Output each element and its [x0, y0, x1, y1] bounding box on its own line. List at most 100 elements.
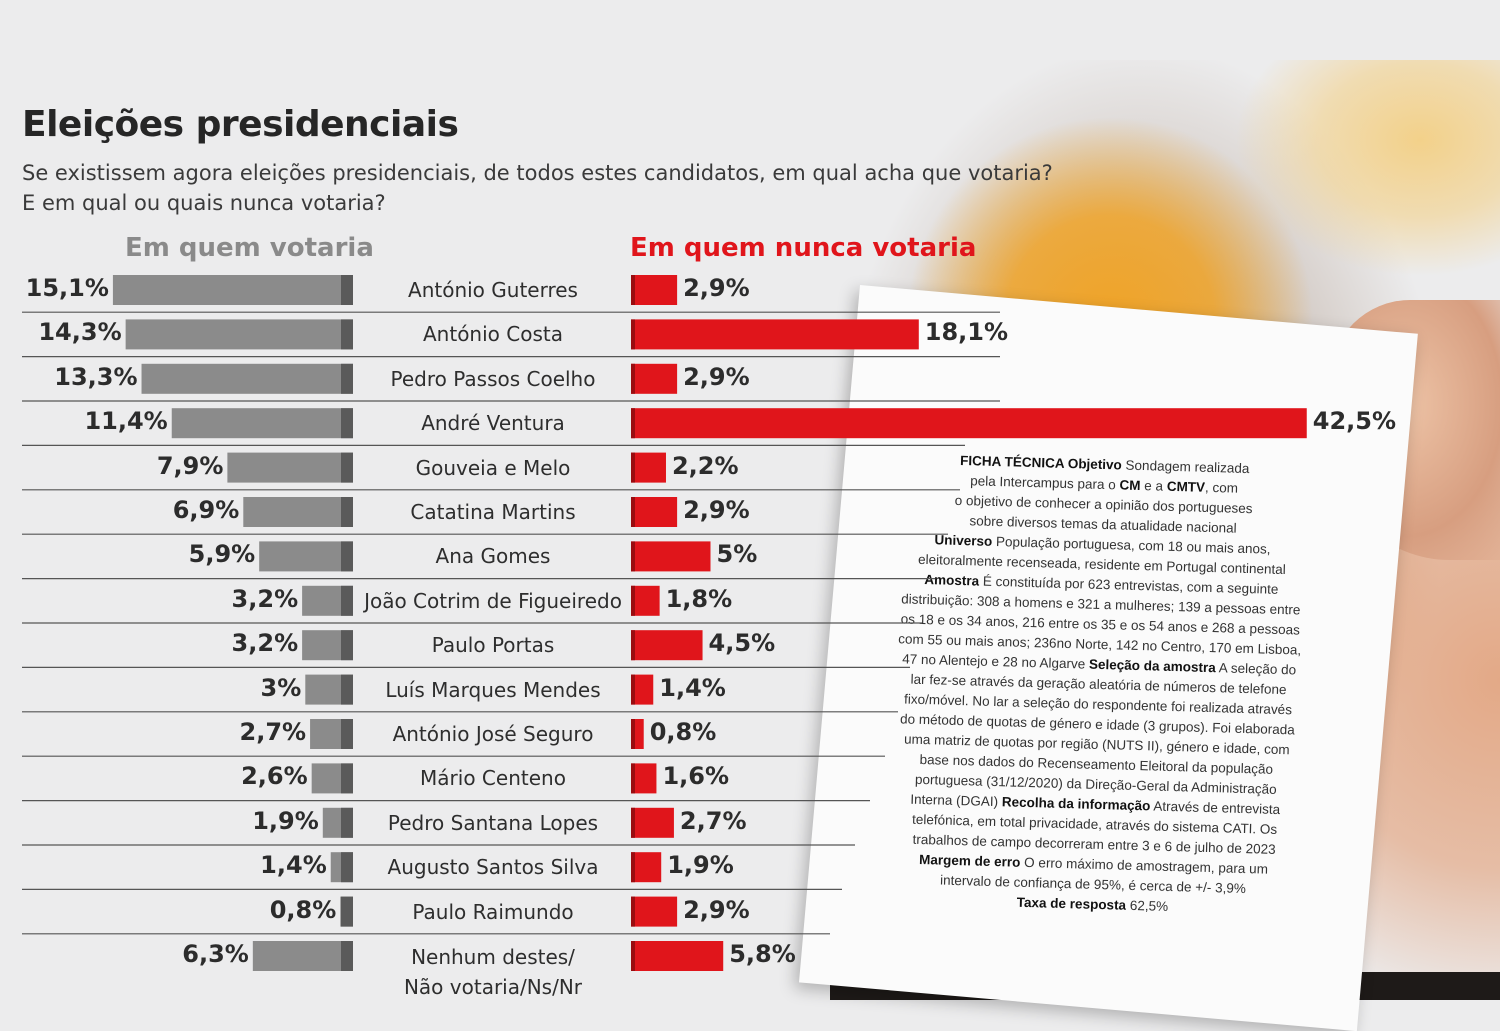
bar-votaria-cap — [341, 585, 353, 616]
data-label-nunca-votaria: 5% — [716, 540, 758, 569]
bar-votaria-cap — [341, 452, 353, 483]
bar-votaria-cap — [341, 763, 353, 794]
data-label-nunca-votaria: 4,5% — [708, 629, 776, 658]
category-label: André Ventura — [421, 411, 565, 436]
bar-nunca-votaria — [631, 674, 654, 705]
data-label-nunca-votaria: 5,8% — [729, 940, 796, 968]
bar-votaria — [252, 941, 353, 971]
data-label-votaria: 3,2% — [231, 629, 299, 658]
data-label-nunca-votaria: 0,8% — [649, 718, 717, 746]
category-label: Paulo Portas — [431, 633, 555, 658]
data-label-nunca-votaria: 18,1% — [924, 318, 1009, 347]
category-label: Luís Marques Mendes — [385, 677, 601, 702]
bar-nunca-votaria-edge — [631, 319, 635, 350]
data-label-votaria: 5,9% — [188, 540, 256, 569]
bar-nunca-votaria — [631, 630, 703, 661]
data-label-votaria: 0,8% — [269, 895, 337, 924]
question-line-1: Se existissem agora eleições presidencia… — [22, 161, 1053, 185]
bar-votaria — [141, 363, 353, 394]
bar-nunca-votaria — [631, 408, 1307, 439]
bar-nunca-votaria — [631, 275, 678, 305]
bar-votaria-cap — [341, 941, 353, 971]
bar-votaria — [112, 275, 353, 305]
data-label-nunca-votaria: 42,5% — [1312, 407, 1397, 436]
bar-nunca-votaria-edge — [631, 763, 635, 794]
category-label: Paulo Raimundo — [412, 899, 574, 924]
bar-nunca-votaria-edge — [631, 807, 635, 838]
data-label-votaria: 14,3% — [38, 318, 122, 347]
bar-nunca-votaria — [631, 541, 711, 572]
bar-votaria-cap — [341, 896, 353, 927]
data-label-votaria: 7,9% — [156, 451, 224, 480]
bar-nunca-votaria-edge — [631, 719, 635, 749]
bar-nunca-votaria-edge — [631, 585, 635, 616]
bar-votaria — [171, 408, 353, 439]
category-label: Ana Gomes — [435, 544, 551, 569]
diverging-bar-chart: 15,1% 2,9% António Guterres 14,3% 18,1% Antón… — [22, 274, 1397, 999]
data-label-nunca-votaria: 2,7% — [679, 806, 747, 835]
data-label-votaria: 1,4% — [260, 851, 327, 880]
bar-votaria-cap — [341, 541, 353, 572]
bar-votaria-cap — [341, 319, 353, 350]
category-label: António Costa — [423, 322, 563, 347]
data-label-nunca-votaria: 2,2% — [671, 451, 739, 480]
bar-votaria-cap — [341, 807, 353, 838]
category-label: Pedro Passos Coelho — [390, 366, 596, 391]
data-label-nunca-votaria: 1,6% — [662, 762, 729, 791]
data-label-votaria: 6,9% — [172, 496, 240, 524]
bar-nunca-votaria — [631, 319, 919, 350]
data-label-nunca-votaria: 2,9% — [683, 895, 750, 924]
data-label-nunca-votaria: 2,9% — [683, 274, 750, 302]
bar-nunca-votaria-edge — [631, 452, 635, 483]
bar-nunca-votaria — [631, 363, 678, 394]
bar-votaria-cap — [341, 852, 353, 883]
bar-nunca-votaria-edge — [631, 674, 635, 705]
bar-nunca-votaria — [631, 941, 724, 971]
bar-votaria-cap — [341, 408, 353, 439]
bar-votaria — [243, 497, 353, 527]
bar-votaria — [227, 452, 353, 483]
question-line-2: E em qual ou quais nunca votaria? — [22, 191, 386, 215]
legend-votaria: Em quem votaria — [125, 233, 374, 263]
bar-votaria — [259, 541, 353, 572]
data-label-votaria: 2,6% — [241, 762, 308, 791]
data-label-nunca-votaria: 2,9% — [683, 496, 750, 524]
data-label-votaria: 3,2% — [231, 584, 299, 613]
bar-nunca-votaria — [631, 452, 666, 483]
category-label: Nenhum destes/ Não votaria/Ns/Nr — [403, 945, 583, 999]
bar-votaria-cap — [341, 719, 353, 749]
category-label: António José Seguro — [392, 722, 594, 746]
bar-nunca-votaria — [631, 585, 660, 616]
bar-nunca-votaria-edge — [631, 275, 635, 305]
data-label-nunca-votaria: 1,4% — [659, 673, 726, 702]
bar-votaria-cap — [341, 674, 353, 705]
data-label-votaria: 11,4% — [84, 407, 168, 436]
question-text: Se existissem agora eleições presidencia… — [22, 158, 1102, 218]
bar-nunca-votaria — [631, 497, 678, 527]
bar-votaria-cap — [341, 630, 353, 661]
page-title: Eleições presidenciais — [22, 104, 459, 145]
data-label-nunca-votaria: 1,8% — [665, 584, 733, 613]
bar-nunca-votaria-edge — [631, 941, 635, 971]
data-label-votaria: 1,9% — [252, 806, 319, 835]
bar-votaria-cap — [341, 363, 353, 394]
category-label: Augusto Santos Silva — [387, 855, 599, 880]
bar-nunca-votaria — [631, 763, 657, 794]
bar-nunca-votaria — [631, 807, 674, 838]
bar-votaria — [125, 319, 353, 350]
bar-nunca-votaria-edge — [631, 630, 635, 661]
bar-votaria-cap — [341, 275, 353, 305]
category-label: Pedro Santana Lopes — [387, 810, 599, 835]
category-label: Catatina Martins — [410, 500, 576, 524]
bar-nunca-votaria-edge — [631, 497, 635, 527]
category-label: João Cotrim de Figueiredo — [364, 588, 622, 613]
category-label: António Guterres — [408, 278, 578, 302]
bar-nunca-votaria-edge — [631, 896, 635, 927]
bar-nunca-votaria — [631, 852, 662, 883]
bar-nunca-votaria-edge — [631, 541, 635, 572]
data-label-votaria: 13,3% — [54, 362, 138, 391]
data-label-votaria: 6,3% — [182, 940, 249, 968]
legend-nunca-votaria: Em quem nunca votaria — [630, 233, 977, 263]
data-label-votaria: 15,1% — [25, 274, 109, 302]
category-label: Gouveia e Melo — [415, 455, 571, 480]
